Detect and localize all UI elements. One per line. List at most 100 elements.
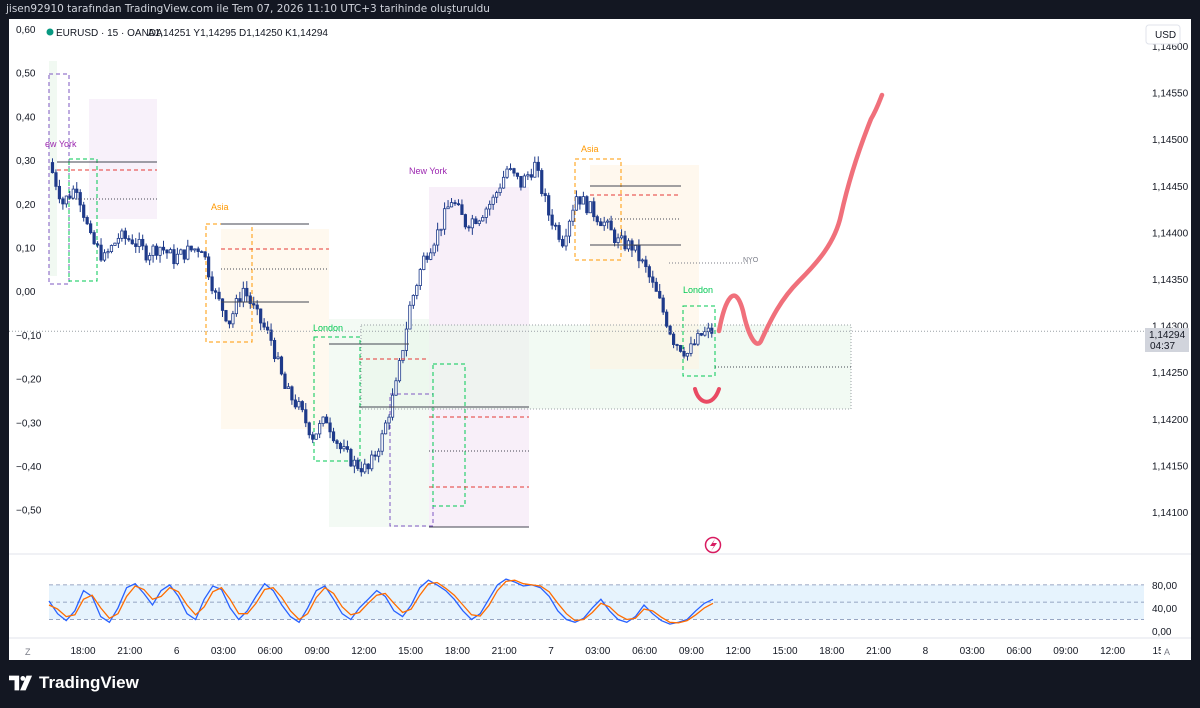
time-tick-label: 12:00 xyxy=(726,646,751,657)
candle-body xyxy=(477,220,481,225)
candle-body xyxy=(200,251,204,253)
candle-body xyxy=(581,196,585,205)
candle-body xyxy=(95,243,100,246)
currency-badge[interactable] xyxy=(1145,24,1181,45)
candle-body xyxy=(234,298,238,315)
session-label: NYO xyxy=(743,257,759,264)
candle-body xyxy=(411,294,415,306)
candle-body xyxy=(439,228,443,231)
candle-body xyxy=(272,340,277,360)
candle-body xyxy=(373,454,377,457)
stochastic-pane[interactable]: 80,00 40,00 0,00 xyxy=(48,578,1177,638)
price-tick-label: 1,14350 xyxy=(1152,275,1189,286)
candle-body xyxy=(286,386,291,389)
time-tick-label: 03:00 xyxy=(211,646,236,657)
candle-body xyxy=(68,195,72,199)
percent-tick-label: −0,40 xyxy=(16,462,42,473)
right-price-axis[interactable]: 1,14600 1,14550 1,14500 1,14450 1,14400 1,143… xyxy=(1152,42,1189,519)
candle-body xyxy=(92,232,96,245)
candle-body xyxy=(57,185,62,200)
session-outline xyxy=(432,363,466,507)
candle-body xyxy=(252,303,256,306)
candle-body xyxy=(179,249,183,255)
time-tick-label: 18:00 xyxy=(819,646,844,657)
price-tick-label: 1,14100 xyxy=(1152,508,1189,519)
candle-body xyxy=(335,440,339,444)
timezone-button[interactable] xyxy=(22,644,36,658)
candle-body xyxy=(352,459,356,467)
candle-body xyxy=(682,350,686,357)
candle-body xyxy=(602,221,606,227)
legend-symbol[interactable]: EURUSD · 15 · OANDA xyxy=(56,28,163,39)
candle-body xyxy=(189,245,193,251)
time-tick-label: 06:00 xyxy=(1006,646,1031,657)
candle-body xyxy=(331,431,336,442)
candle-body xyxy=(404,328,409,351)
candle-body xyxy=(564,235,568,247)
candle-body xyxy=(127,238,131,241)
candle-body xyxy=(203,251,207,258)
candle-body xyxy=(394,380,398,396)
percent-tick-label: −0,30 xyxy=(16,418,42,429)
percent-tick-label: 0,60 xyxy=(16,25,36,36)
candles xyxy=(50,156,714,477)
percent-tick-label: 0,40 xyxy=(16,112,36,123)
candle-body xyxy=(363,463,367,473)
candle-body xyxy=(109,245,114,253)
time-tick-label: 06:00 xyxy=(632,646,657,657)
time-tick-label: 09:00 xyxy=(679,646,704,657)
candle-body xyxy=(113,242,117,246)
time-tick-label: 09:00 xyxy=(304,646,329,657)
session-label: London xyxy=(313,323,343,333)
time-tick-label: 06:00 xyxy=(258,646,283,657)
candle-body xyxy=(668,325,672,335)
time-tick-label: 03:00 xyxy=(960,646,985,657)
auto-scale-button-label: A xyxy=(1164,647,1170,657)
candle-body xyxy=(508,168,513,170)
tradingview-logo-icon xyxy=(9,675,33,691)
candle-body xyxy=(692,343,697,346)
percent-tick-label: 0,00 xyxy=(16,287,36,298)
candle-body xyxy=(571,209,575,222)
candle-body xyxy=(196,248,200,252)
time-tick-label: 12:00 xyxy=(1100,646,1125,657)
time-tick-label: 8 xyxy=(923,646,929,657)
tradingview-brand[interactable]: TradingView xyxy=(9,673,139,693)
candle-body xyxy=(210,276,214,292)
candle-body xyxy=(498,187,502,194)
candle-body xyxy=(158,246,162,256)
stoch-tick-label: 40,00 xyxy=(1152,604,1177,615)
candle-body xyxy=(349,449,353,467)
chart-container[interactable]: ew York Asia London New York Asia London NYO 1… xyxy=(9,19,1191,660)
time-tick-label: 15:00 xyxy=(772,646,797,657)
candle-body xyxy=(689,343,693,354)
drawn-projection-arrow xyxy=(716,92,885,346)
candle-body xyxy=(422,255,426,270)
candle-body xyxy=(168,249,173,254)
candle-body xyxy=(505,168,509,178)
candle-body xyxy=(488,203,492,210)
last-price-countdown: 04:37 xyxy=(1150,341,1175,352)
session-label: New York xyxy=(409,166,448,176)
auto-scale-button[interactable] xyxy=(1161,644,1175,658)
candle-body xyxy=(397,360,402,382)
candle-body xyxy=(290,386,294,401)
brand-name: TradingView xyxy=(39,673,139,692)
candle-body xyxy=(592,201,596,218)
candle-body xyxy=(519,175,523,188)
candle-body xyxy=(672,333,676,345)
attribution-text: jisen92910 tarafından TradingView.com il… xyxy=(6,3,490,15)
candle-body xyxy=(283,373,287,389)
lightning-icon[interactable] xyxy=(704,536,722,554)
candle-body xyxy=(651,276,655,283)
candle-body xyxy=(366,463,370,470)
candle-body xyxy=(300,401,304,411)
candle-body xyxy=(449,202,454,208)
time-axis[interactable]: 18:00 21:00 6 03:00 06:00 09:00 12:00 15:00 18:0… xyxy=(70,646,1166,657)
candle-body xyxy=(383,422,388,435)
candle-body xyxy=(64,195,68,205)
drawn-curve-low xyxy=(693,387,721,404)
candle-body xyxy=(616,237,620,243)
candle-body xyxy=(481,217,485,222)
chart-svg[interactable]: ew York Asia London New York Asia London NYO 1… xyxy=(9,19,1191,660)
